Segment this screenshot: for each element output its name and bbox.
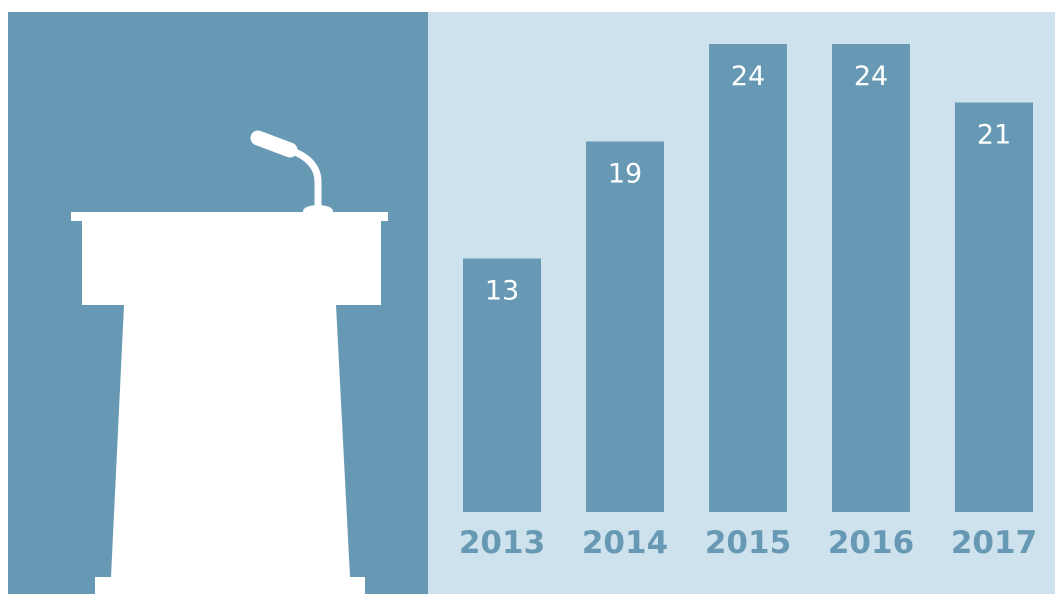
data-label-2014: 19 — [608, 159, 642, 190]
data-label-2015: 24 — [731, 61, 765, 92]
x-tick-label-2015: 2015 — [705, 525, 791, 561]
bar-2017 — [955, 102, 1033, 512]
x-tick-label-2013: 2013 — [459, 525, 545, 561]
podium-top — [71, 212, 388, 221]
data-label-2013: 13 — [485, 276, 519, 307]
bar-2016 — [832, 44, 910, 512]
x-tick-label-2016: 2016 — [828, 525, 914, 561]
bar-2013 — [463, 258, 541, 512]
x-tick-label-2017: 2017 — [951, 525, 1037, 561]
podium-base — [95, 577, 365, 594]
data-label-2017: 21 — [977, 120, 1011, 151]
podium-desk — [82, 221, 381, 305]
microphone-stand — [288, 146, 322, 212]
podium-column — [111, 305, 350, 577]
x-tick-label-2014: 2014 — [582, 525, 668, 561]
bar-2014 — [586, 141, 664, 512]
microphone-head — [250, 130, 298, 158]
bar-2015 — [709, 44, 787, 512]
data-label-2016: 24 — [854, 61, 888, 92]
